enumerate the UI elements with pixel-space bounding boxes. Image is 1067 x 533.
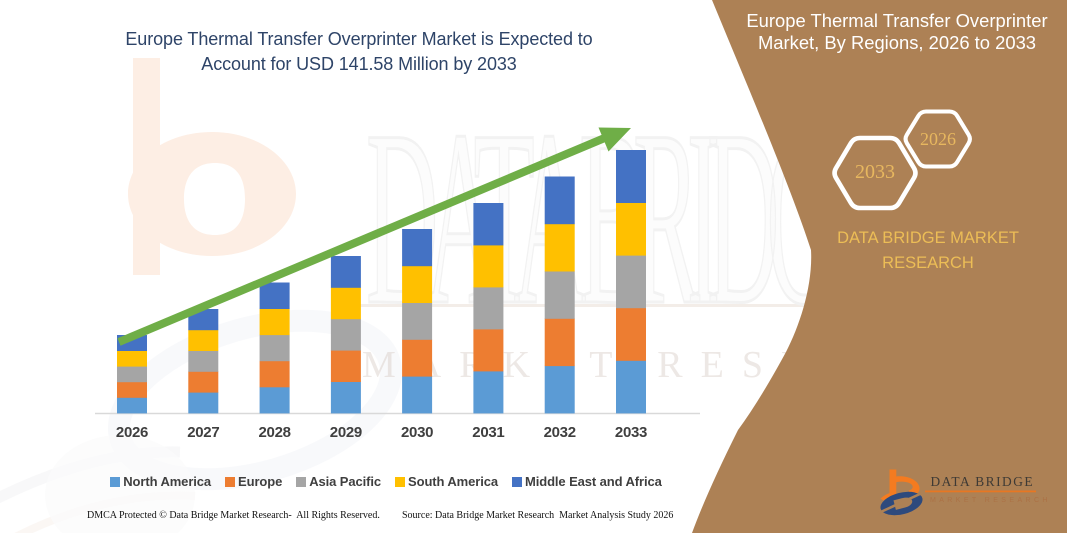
svg-text:MARKET RESEARCH: MARKET RESEARCH (930, 497, 1051, 504)
svg-text:DATA BRIDGE: DATA BRIDGE (931, 474, 1035, 489)
